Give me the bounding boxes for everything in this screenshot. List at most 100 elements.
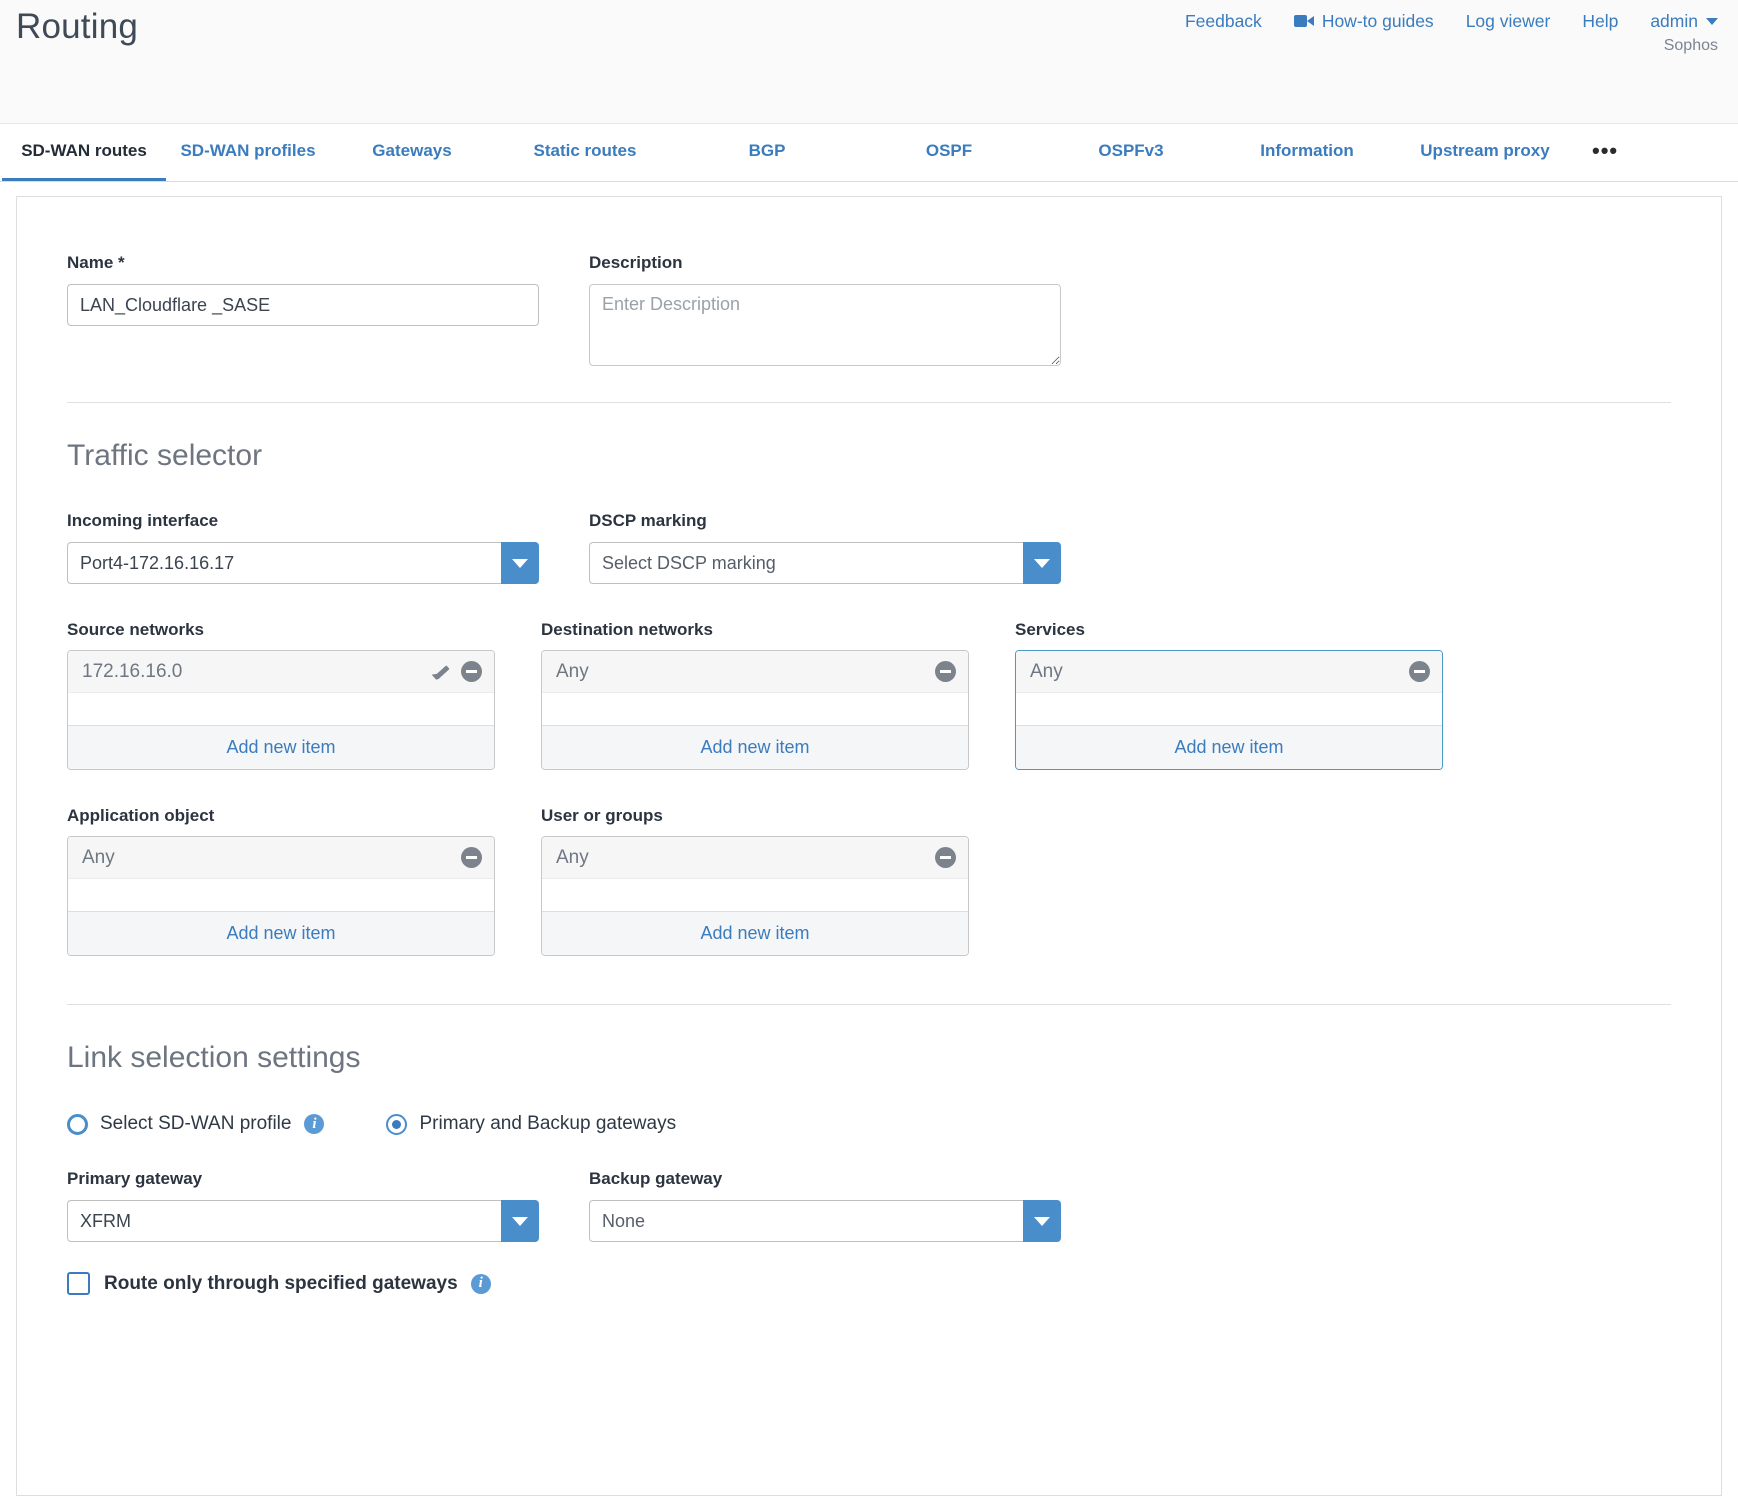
tab-sd-wan-routes[interactable]: SD-WAN routes	[2, 124, 166, 181]
link-selection-heading: Link selection settings	[67, 1041, 361, 1074]
backup-gateway-select[interactable]: None	[589, 1200, 1061, 1242]
route-only-checkbox-row[interactable]: Route only through specified gateways i	[67, 1272, 1671, 1295]
gateways-row: Primary gateway XFRM Backup gateway None	[67, 1169, 1671, 1242]
user-or-groups-group: User or groups Any Add new item	[541, 806, 969, 956]
user-or-groups-item-icons	[935, 847, 956, 868]
primary-gateway-group: Primary gateway XFRM	[67, 1169, 543, 1242]
dscp-marking-label: DSCP marking	[589, 511, 707, 530]
list-item[interactable]: Any	[1016, 651, 1442, 693]
remove-minus-icon[interactable]	[461, 847, 482, 868]
description-label: Description	[589, 253, 683, 272]
radio-select-sd-wan-profile[interactable]: Select SD-WAN profile i	[67, 1113, 325, 1135]
chevron-down-icon[interactable]	[501, 1200, 539, 1242]
radio-icon-unselected[interactable]	[67, 1113, 88, 1135]
backup-gateway-group: Backup gateway None	[589, 1169, 1065, 1242]
tab-information[interactable]: Information	[1222, 124, 1392, 181]
destination-networks-group: Destination networks Any Add new item	[541, 620, 969, 770]
destination-network-value: Any	[556, 660, 589, 682]
route-only-label: Route only through specified gateways	[104, 1272, 458, 1294]
radio-primary-backup-gateways[interactable]: Primary and Backup gateways	[386, 1113, 676, 1135]
application-object-items: Any	[68, 837, 494, 911]
remove-minus-icon[interactable]	[935, 661, 956, 682]
how-to-guides-link[interactable]: How-to guides	[1293, 10, 1434, 32]
source-networks-add-new-item[interactable]: Add new item	[68, 725, 494, 769]
tab-gateways[interactable]: Gateways	[330, 124, 494, 181]
video-camera-icon	[1293, 14, 1314, 28]
description-textarea[interactable]	[589, 284, 1061, 366]
user-or-groups-add-new-item[interactable]: Add new item	[542, 911, 968, 955]
source-network-item-icons	[431, 661, 482, 682]
dscp-marking-group: DSCP marking Select DSCP marking	[589, 511, 1065, 584]
user-or-groups-listbox: Any Add new item	[541, 836, 969, 956]
incoming-interface-select[interactable]: Port4-172.16.16.17	[67, 542, 539, 584]
description-field-group: Description	[589, 253, 1065, 366]
tab-gateways-label: Gateways	[372, 141, 452, 160]
application-object-listbox: Any Add new item	[67, 836, 495, 956]
source-networks-listbox: 172.16.16.0 Add new item	[67, 650, 495, 770]
tab-ospf[interactable]: OSPF	[858, 124, 1040, 181]
tab-overflow-menu-icon[interactable]: •••	[1578, 124, 1632, 181]
chevron-down-icon[interactable]	[501, 542, 539, 584]
application-object-item-icons	[461, 847, 482, 868]
header-links: Feedback How-to guides Log viewer Help a…	[1185, 10, 1718, 56]
tab-static-routes-label: Static routes	[533, 141, 637, 160]
route-only-checkbox[interactable]	[67, 1272, 90, 1295]
list-item[interactable]: Any	[68, 837, 494, 879]
application-object-add-new-item[interactable]: Add new item	[68, 911, 494, 955]
remove-minus-icon[interactable]	[1409, 661, 1430, 682]
services-group: Services Any Add new item	[1015, 620, 1443, 770]
info-icon[interactable]: i	[470, 1273, 491, 1294]
tab-sd-wan-routes-label: SD-WAN routes	[21, 141, 147, 160]
services-label: Services	[1015, 620, 1085, 639]
admin-menu-trigger[interactable]: admin	[1650, 10, 1718, 32]
dscp-marking-select[interactable]: Select DSCP marking	[589, 542, 1061, 584]
link-selection-radio-group: Select SD-WAN profile i Primary and Back…	[67, 1113, 1671, 1135]
edit-pencil-icon[interactable]	[431, 662, 451, 682]
tab-overflow-label: •••	[1592, 138, 1619, 163]
tab-bgp[interactable]: BGP	[676, 124, 858, 181]
services-listbox: Any Add new item	[1015, 650, 1443, 770]
source-networks-group: Source networks 172.16.16.0 Add new item	[67, 620, 495, 770]
tab-ospfv3[interactable]: OSPFv3	[1040, 124, 1222, 181]
name-input[interactable]	[67, 284, 539, 326]
chevron-down-icon[interactable]	[1023, 542, 1061, 584]
log-viewer-link[interactable]: Log viewer	[1466, 10, 1551, 32]
user-or-groups-label: User or groups	[541, 806, 663, 825]
chevron-down-icon[interactable]	[1023, 1200, 1061, 1242]
source-network-value: 172.16.16.0	[82, 660, 183, 682]
info-icon[interactable]: i	[304, 1114, 325, 1134]
admin-menu[interactable]: admin Sophos	[1650, 10, 1718, 56]
feedback-link[interactable]: Feedback	[1185, 10, 1262, 32]
radio-select-sd-wan-profile-label: Select SD-WAN profile	[100, 1113, 292, 1134]
help-label: Help	[1582, 11, 1619, 31]
services-add-new-item[interactable]: Add new item	[1016, 725, 1442, 769]
remove-minus-icon[interactable]	[935, 847, 956, 868]
tab-upstream-proxy[interactable]: Upstream proxy	[1392, 124, 1578, 181]
list-item[interactable]: 172.16.16.0	[68, 651, 494, 693]
destination-networks-items: Any	[542, 651, 968, 725]
divider-top	[67, 402, 1671, 403]
interface-dscp-row: Incoming interface Port4-172.16.16.17 DS…	[67, 511, 1671, 584]
traffic-selector-heading: Traffic selector	[67, 439, 263, 472]
radio-icon-selected[interactable]	[386, 1113, 408, 1135]
list-item[interactable]: Any	[542, 837, 968, 879]
primary-gateway-value: XFRM	[67, 1200, 501, 1242]
tab-sd-wan-profiles[interactable]: SD-WAN profiles	[166, 124, 330, 181]
tab-sd-wan-profiles-label: SD-WAN profiles	[180, 141, 316, 160]
tab-static-routes[interactable]: Static routes	[494, 124, 676, 181]
page-header: Routing Feedback How-to guides Log viewe…	[0, 0, 1738, 124]
application-object-group: Application object Any Add new item	[67, 806, 495, 956]
help-link[interactable]: Help	[1582, 10, 1618, 32]
remove-minus-icon[interactable]	[461, 661, 482, 682]
dscp-marking-value: Select DSCP marking	[589, 542, 1023, 584]
list-item[interactable]: Any	[542, 651, 968, 693]
primary-gateway-select[interactable]: XFRM	[67, 1200, 539, 1242]
incoming-interface-label: Incoming interface	[67, 511, 219, 530]
how-to-guides-label: How-to guides	[1321, 11, 1434, 31]
destination-networks-add-new-item[interactable]: Add new item	[542, 725, 968, 769]
tab-upstream-proxy-label: Upstream proxy	[1420, 141, 1550, 160]
page-title: Routing	[16, 7, 139, 46]
incoming-interface-group: Incoming interface Port4-172.16.16.17	[67, 511, 543, 584]
backup-gateway-value: None	[589, 1200, 1023, 1242]
primary-gateway-label: Primary gateway	[67, 1169, 203, 1188]
